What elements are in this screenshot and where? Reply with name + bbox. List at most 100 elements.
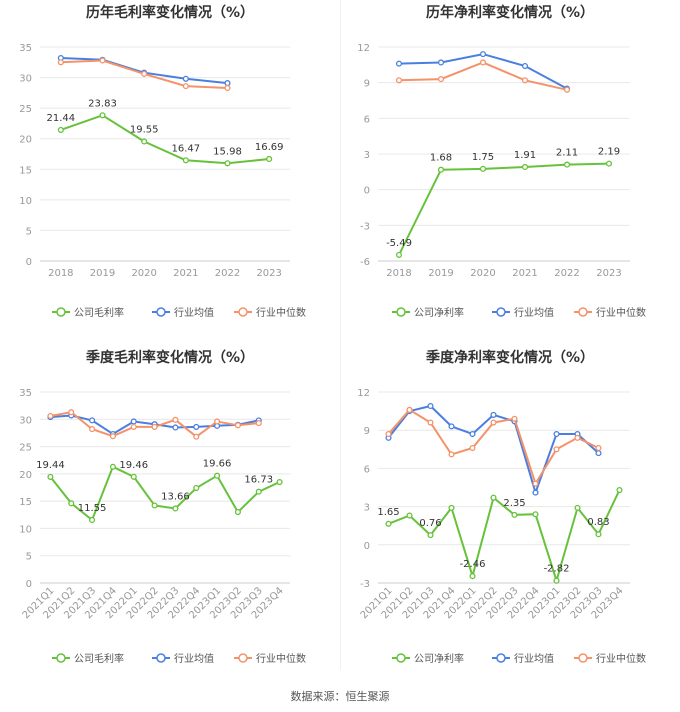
series-line-company	[398, 162, 610, 256]
data-point-company	[406, 512, 413, 519]
data-point-avg	[448, 423, 455, 430]
x-tick-label: 2019	[90, 268, 115, 279]
panel-divider	[340, 0, 341, 670]
data-point-avg	[490, 411, 497, 418]
legend-swatch-marker	[238, 307, 248, 317]
legend-label[interactable]: 行业均值	[174, 652, 214, 665]
annual-net-margin-chart: -6 -3 0 3 6 9 12 2018 2019 2020 2021 2022 2023 -5.49 1…	[357, 43, 646, 319]
data-label: 1.68	[430, 153, 452, 164]
data-point-median	[427, 419, 434, 426]
quarterly-net-margin-chart: -30369122021Q12021Q22021Q32021Q42022Q120…	[357, 388, 646, 665]
x-tick-label: 2023	[256, 268, 281, 279]
y-tick-label: -3	[360, 579, 370, 590]
y-tick-label: 15	[19, 497, 32, 508]
chart-title: 历年净利率变化情况（%）	[425, 5, 595, 21]
legend-swatch-marker	[578, 307, 588, 317]
data-label: 0.83	[587, 517, 609, 528]
data-point-company	[266, 155, 273, 163]
y-tick-label: 3	[364, 150, 370, 161]
data-point-median	[479, 59, 487, 66]
x-tick-label: 2019	[428, 268, 453, 279]
data-point-median	[469, 444, 476, 452]
y-tick-label: 12	[357, 388, 370, 399]
data-label: -2.46	[460, 559, 486, 570]
legend-label[interactable]: 行业均值	[174, 306, 214, 319]
data-point-company	[109, 463, 116, 470]
data-point-median	[224, 84, 231, 92]
data-point-company	[574, 504, 581, 511]
data-point-company	[193, 484, 200, 492]
series-line-company	[388, 489, 621, 585]
data-point-company	[141, 138, 148, 145]
data-point-median	[574, 434, 581, 441]
y-tick-label: -3	[360, 221, 370, 232]
data-point-company	[255, 488, 262, 495]
data-point-median	[406, 406, 413, 413]
legend-label[interactable]: 公司净利率	[414, 652, 464, 665]
data-point-median	[532, 480, 539, 487]
data-point-company	[605, 160, 613, 167]
legend-swatch-marker	[156, 653, 166, 663]
chart-panel-quarterly-net-margin: 季度净利率变化情况（%） -3 0 3 6 9 12 2021Q1 2021Q2 2021Q3 2…	[340, 345, 680, 685]
legend-label[interactable]: 行业均值	[514, 652, 554, 665]
data-label: 0.76	[419, 518, 441, 529]
y-tick-label: 35	[19, 388, 32, 399]
data-point-company	[214, 472, 221, 479]
legend-swatch-marker	[496, 307, 506, 317]
data-point-company	[437, 166, 445, 173]
chart-title: 季度毛利率变化情况（%）	[85, 350, 255, 366]
data-point-company	[47, 473, 54, 480]
legend-label[interactable]: 公司净利率	[414, 306, 464, 319]
data-point-company	[68, 500, 75, 507]
legend-label[interactable]: 行业中位数	[596, 306, 646, 319]
data-point-company	[130, 473, 137, 480]
data-label: -2.82	[544, 564, 570, 575]
data-point-avg	[427, 402, 434, 410]
legend-label[interactable]: 公司毛利率	[74, 306, 124, 319]
data-label: 2.35	[503, 498, 525, 509]
legend-label[interactable]: 公司毛利率	[74, 652, 124, 665]
data-point-avg	[182, 75, 189, 82]
data-label: -5.49	[386, 238, 412, 249]
legend-label[interactable]: 行业中位数	[256, 306, 306, 319]
quarterly-gross-margin-chart: 051015202530352021Q12021Q22021Q32021Q420…	[19, 388, 306, 665]
data-point-company	[224, 160, 231, 167]
data-label: 19.46	[119, 460, 148, 471]
data-point-company	[553, 577, 560, 584]
data-point-company	[521, 163, 529, 171]
data-point-avg	[395, 60, 403, 67]
legend-label[interactable]: 行业均值	[514, 306, 554, 319]
data-point-avg	[553, 430, 560, 438]
data-label: 1.65	[377, 507, 399, 518]
data-point-company	[395, 251, 403, 258]
x-tick-label: 2018	[48, 268, 73, 279]
data-point-company	[276, 478, 283, 486]
legend-label[interactable]: 行业中位数	[596, 652, 646, 665]
data-point-company	[182, 157, 189, 164]
data-point-avg	[595, 450, 602, 457]
legend-label[interactable]: 行业中位数	[256, 652, 306, 665]
data-point-company	[234, 509, 241, 516]
data-point-company	[469, 573, 476, 580]
y-tick-label: 35	[19, 43, 32, 54]
x-tick-label: 2018	[386, 268, 411, 279]
y-tick-label: 3	[364, 503, 370, 514]
data-point-median	[490, 419, 497, 426]
data-label: 13.66	[161, 491, 190, 502]
y-tick-label: 6	[364, 114, 370, 125]
y-tick-label: 25	[19, 443, 32, 454]
data-point-median	[57, 59, 64, 66]
y-tick-label: -6	[360, 257, 370, 268]
data-point-company	[99, 112, 106, 119]
y-tick-label: 0	[364, 186, 370, 197]
data-label: 19.66	[203, 459, 232, 470]
data-label: 1.91	[514, 150, 536, 161]
data-label: 11.55	[78, 503, 107, 514]
chart-title: 历年毛利率变化情况（%）	[85, 5, 255, 21]
data-point-median	[255, 420, 262, 427]
data-point-median	[182, 83, 189, 90]
data-point-avg	[479, 51, 487, 58]
x-tick-label: 2023	[596, 268, 621, 279]
x-tick-label: 2020	[131, 268, 156, 279]
data-source: 数据来源：恒生聚源	[290, 690, 390, 703]
